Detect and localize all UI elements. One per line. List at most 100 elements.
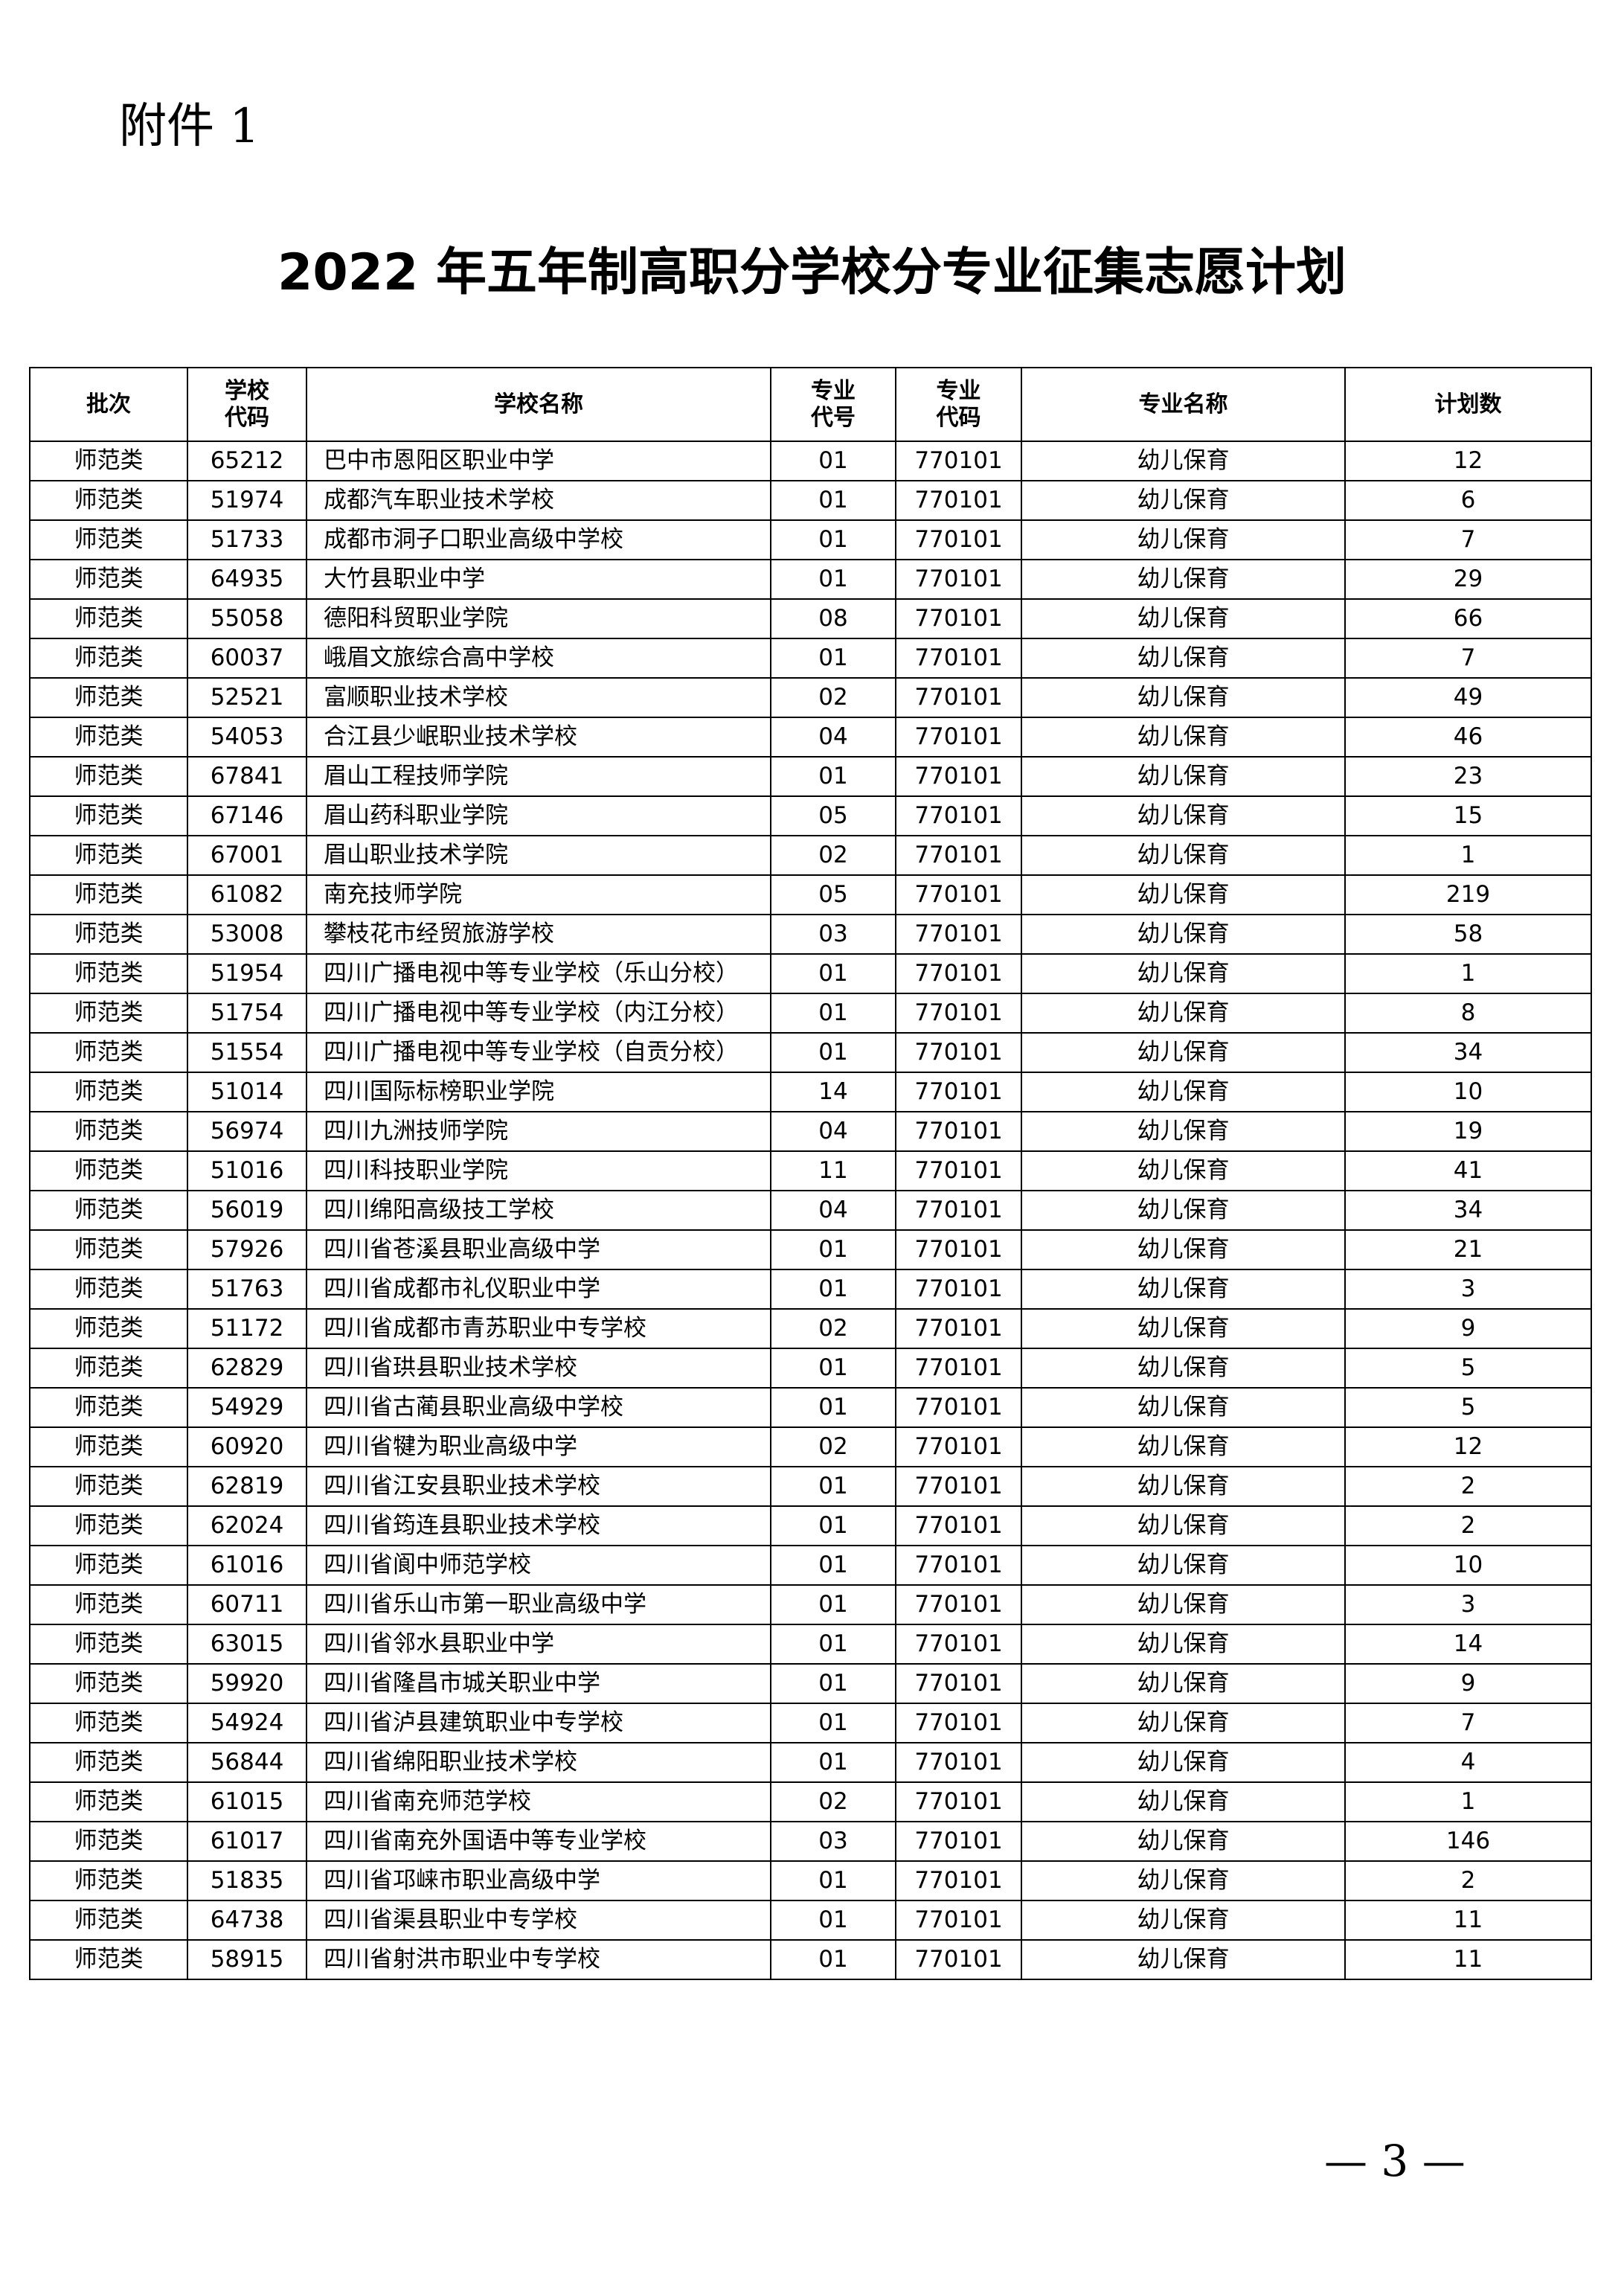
- table-cell: 01: [770, 1032, 896, 1073]
- table-cell: 41: [1344, 1150, 1592, 1191]
- table-cell: 师范类: [29, 717, 188, 758]
- table-cell: 幼儿保育: [1021, 993, 1346, 1034]
- table-cell: 合江县少岷职业技术学校: [306, 717, 771, 758]
- table-cell: 146: [1344, 1821, 1592, 1862]
- table-row: 师范类 60037 峨眉文旅综合高中学校 01 770101 幼儿保育 7: [29, 638, 1592, 679]
- table-row: 师范类 55058 德阳科贸职业学院 08 770101 幼儿保育 66: [29, 598, 1592, 639]
- table-cell: 师范类: [29, 1348, 188, 1389]
- table-row: 师范类 51554 四川广播电视中等专业学校（自贡分校） 01 770101 幼儿保育 34: [29, 1032, 1592, 1073]
- table-cell: 770101: [895, 1505, 1022, 1546]
- table-cell: 幼儿保育: [1021, 480, 1346, 521]
- table-row: 师范类 61015 四川省南充师范学校 02 770101 幼儿保育 1: [29, 1781, 1592, 1822]
- table-cell: 师范类: [29, 1860, 188, 1901]
- table-row: 师范类 51016 四川科技职业学院 11 770101 幼儿保育 41: [29, 1150, 1592, 1191]
- table-cell: 14: [770, 1072, 896, 1112]
- table-cell: 师范类: [29, 1900, 188, 1941]
- table-cell: 51763: [187, 1269, 307, 1310]
- table-cell: 四川广播电视中等专业学校（自贡分校）: [306, 1032, 771, 1073]
- table-cell: 01: [770, 1505, 896, 1546]
- table-cell: 幼儿保育: [1021, 1821, 1346, 1862]
- table-cell: 幼儿保育: [1021, 598, 1346, 639]
- table-cell: 770101: [895, 638, 1022, 679]
- table-cell: 眉山药科职业学院: [306, 795, 771, 836]
- table-cell: 师范类: [29, 1269, 188, 1310]
- table-cell: 770101: [895, 953, 1022, 994]
- table-cell: 富顺职业技术学校: [306, 677, 771, 718]
- table-cell: 3: [1344, 1584, 1592, 1625]
- table-row: 师范类 54924 四川省泸县建筑职业中专学校 01 770101 幼儿保育 7: [29, 1703, 1592, 1743]
- column-header: 专业 代号: [770, 367, 896, 442]
- table-row: 师范类 61016 四川省阆中师范学校 01 770101 幼儿保育 10: [29, 1545, 1592, 1586]
- table-cell: 770101: [895, 1387, 1022, 1428]
- table-cell: 11: [1344, 1939, 1592, 1980]
- table-cell: 64935: [187, 559, 307, 600]
- table-cell: 770101: [895, 441, 1022, 481]
- table-cell: 219: [1344, 874, 1592, 915]
- table-cell: 29: [1344, 559, 1592, 600]
- table-cell: 01: [770, 993, 896, 1034]
- page-number: — 3 —: [1324, 2136, 1466, 2186]
- table-cell: 四川省珙县职业技术学校: [306, 1348, 771, 1389]
- attachment-label: 附件 1: [119, 99, 260, 154]
- table-cell: 四川省古蔺县职业高级中学校: [306, 1387, 771, 1428]
- table-cell: 幼儿保育: [1021, 519, 1346, 560]
- table-cell: 770101: [895, 1229, 1022, 1270]
- table-cell: 四川广播电视中等专业学校（内江分校）: [306, 993, 771, 1034]
- table-cell: 11: [770, 1150, 896, 1191]
- table-cell: 67001: [187, 835, 307, 876]
- table-cell: 南充技师学院: [306, 874, 771, 915]
- table-cell: 四川省渠县职业中专学校: [306, 1900, 771, 1941]
- table-cell: 幼儿保育: [1021, 756, 1346, 797]
- table-cell: 01: [770, 1624, 896, 1665]
- table-cell: 770101: [895, 835, 1022, 876]
- table-cell: 师范类: [29, 1387, 188, 1428]
- table-cell: 56019: [187, 1190, 307, 1231]
- table-row: 师范类 65212 巴中市恩阳区职业中学 01 770101 幼儿保育 12: [29, 441, 1592, 481]
- table-cell: 师范类: [29, 480, 188, 521]
- table-cell: 2: [1344, 1860, 1592, 1901]
- table-cell: 师范类: [29, 1426, 188, 1467]
- table-cell: 34: [1344, 1190, 1592, 1231]
- table-row: 师范类 51974 成都汽车职业技术学校 01 770101 幼儿保育 6: [29, 480, 1592, 521]
- table-cell: 54929: [187, 1387, 307, 1428]
- table-cell: 师范类: [29, 1111, 188, 1152]
- table-cell: 01: [770, 1703, 896, 1743]
- table-cell: 01: [770, 1742, 896, 1783]
- table-cell: 01: [770, 953, 896, 994]
- table-cell: 四川省邛崃市职业高级中学: [306, 1860, 771, 1901]
- table-cell: 11: [1344, 1900, 1592, 1941]
- table-cell: 02: [770, 1308, 896, 1349]
- table-row: 师范类 51835 四川省邛崃市职业高级中学 01 770101 幼儿保育 2: [29, 1860, 1592, 1901]
- table-cell: 51754: [187, 993, 307, 1034]
- table-row: 师范类 51954 四川广播电视中等专业学校（乐山分校） 01 770101 幼儿保育 1: [29, 953, 1592, 994]
- table-cell: 师范类: [29, 1150, 188, 1191]
- table-cell: 770101: [895, 914, 1022, 955]
- table-body: 师范类 65212 巴中市恩阳区职业中学 01 770101 幼儿保育 12 师范类 51974…: [29, 441, 1592, 1980]
- table-cell: 770101: [895, 1821, 1022, 1862]
- table-cell: 师范类: [29, 1545, 188, 1586]
- table-cell: 770101: [895, 1742, 1022, 1783]
- column-header: 专业名称: [1021, 367, 1346, 442]
- table-cell: 师范类: [29, 1742, 188, 1783]
- table-cell: 3: [1344, 1269, 1592, 1310]
- table-cell: 师范类: [29, 795, 188, 836]
- table-row: 师范类 64738 四川省渠县职业中专学校 01 770101 幼儿保育 11: [29, 1900, 1592, 1941]
- table-cell: 770101: [895, 717, 1022, 758]
- table-cell: 34: [1344, 1032, 1592, 1073]
- table-cell: 770101: [895, 1860, 1022, 1901]
- table-cell: 四川绵阳高级技工学校: [306, 1190, 771, 1231]
- table-cell: 四川省阆中师范学校: [306, 1545, 771, 1586]
- table-cell: 幼儿保育: [1021, 1545, 1346, 1586]
- table-row: 师范类 61082 南充技师学院 05 770101 幼儿保育 219: [29, 874, 1592, 915]
- table-cell: 66: [1344, 598, 1592, 639]
- table-cell: 师范类: [29, 914, 188, 955]
- table-cell: 58: [1344, 914, 1592, 955]
- table-cell: 幼儿保育: [1021, 1663, 1346, 1704]
- table-cell: 师范类: [29, 441, 188, 481]
- table-row: 师范类 60711 四川省乐山市第一职业高级中学 01 770101 幼儿保育 3: [29, 1584, 1592, 1625]
- table-cell: 9: [1344, 1308, 1592, 1349]
- table-cell: 师范类: [29, 677, 188, 718]
- table-cell: 23: [1344, 756, 1592, 797]
- table-cell: 四川省犍为职业高级中学: [306, 1426, 771, 1467]
- table-cell: 四川省南充外国语中等专业学校: [306, 1821, 771, 1862]
